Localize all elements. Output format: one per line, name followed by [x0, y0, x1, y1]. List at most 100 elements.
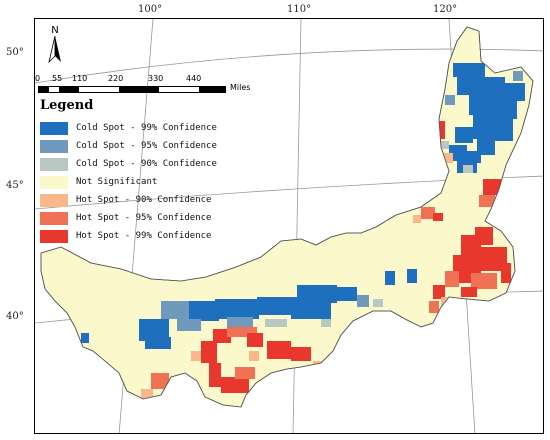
- legend-swatch: [40, 211, 68, 225]
- lon-label-110: 110°: [287, 4, 312, 15]
- hotspot-cell: [201, 341, 217, 363]
- hotspot-cell: [373, 299, 383, 307]
- hotspot-cell: [457, 77, 481, 95]
- hotspot-cell: [209, 363, 221, 387]
- hotspot-cell: [185, 301, 219, 321]
- hotspot-cell: [407, 269, 417, 283]
- scale-tick-55: 55: [52, 74, 63, 83]
- hotspot-cell: [483, 179, 501, 195]
- map-frame: [34, 18, 544, 434]
- hotspot-cell: [449, 145, 467, 161]
- legend-swatch: [40, 193, 68, 207]
- hotspot-cell: [439, 153, 453, 163]
- legend-item: Cold Spot - 99% Confidence: [40, 119, 250, 137]
- legend-swatch: [40, 139, 68, 153]
- scale-unit: Miles: [230, 83, 251, 92]
- hotspot-cell: [151, 373, 169, 389]
- lon-line-110: [292, 19, 302, 433]
- hotspot-cell: [235, 367, 255, 379]
- lon-label-120: 120°: [433, 4, 458, 15]
- scale-tick-330: 330: [148, 74, 164, 83]
- legend-label: Hot Spot - 90% Confidence: [76, 195, 212, 205]
- legend-swatch: [40, 175, 68, 189]
- legend-label: Not Significant: [76, 177, 158, 187]
- hotspot-cell: [191, 351, 201, 361]
- hotspot-cell: [469, 63, 485, 77]
- hotspot-cell: [385, 271, 395, 285]
- hotspot-cell: [81, 333, 89, 343]
- legend-items: Cold Spot - 99% Confidence Cold Spot - 95…: [40, 119, 250, 245]
- hotspot-cell: [331, 287, 357, 301]
- legend-label: Hot Spot - 95% Confidence: [76, 213, 212, 223]
- hotspot-cell: [433, 285, 445, 299]
- hotspot-cell: [177, 319, 201, 331]
- lat-label-45: 45°: [6, 180, 24, 191]
- legend-swatch: [40, 121, 68, 135]
- hotspot-cell: [473, 115, 495, 139]
- hotspot-cell: [139, 319, 169, 341]
- hotspot-cell: [463, 165, 473, 173]
- legend-label: Cold Spot - 90% Confidence: [76, 159, 217, 169]
- hotspot-cell: [321, 319, 331, 327]
- hotspot-cell: [501, 263, 511, 283]
- hotspot-cell: [477, 139, 495, 155]
- hotspot-cell: [249, 351, 259, 361]
- hotspot-cell: [169, 385, 185, 395]
- legend-item: Not Significant: [40, 173, 250, 191]
- north-label: N: [51, 25, 58, 36]
- hotspot-cell: [297, 285, 337, 303]
- legend-title: Legend: [40, 98, 94, 113]
- north-arrow: N: [44, 24, 66, 70]
- hotspot-cell: [445, 95, 455, 105]
- legend-label: Hot Spot - 99% Confidence: [76, 231, 212, 241]
- lat-label-40: 40°: [6, 311, 24, 322]
- hotspot-cell: [221, 377, 249, 393]
- hotspot-cell: [465, 151, 481, 163]
- legend-label: Cold Spot - 95% Confidence: [76, 141, 217, 151]
- hotspot-cell: [431, 121, 445, 139]
- hotspot-cell: [481, 77, 505, 97]
- hotspot-cell: [161, 301, 189, 319]
- region-outline: [40, 26, 534, 408]
- hotspot-cell: [247, 333, 263, 347]
- hotspot-cell: [501, 83, 525, 101]
- legend: Legend Cold Spot - 99% Confidence Cold Sp…: [40, 98, 250, 245]
- hotspot-cell: [413, 215, 421, 223]
- legend-label: Cold Spot - 99% Confidence: [76, 123, 217, 133]
- legend-swatch: [40, 157, 68, 171]
- hotspot-cell: [267, 341, 291, 359]
- hotspot-cell: [479, 195, 495, 207]
- lon-label-100: 100°: [138, 4, 163, 15]
- hotspot-cell: [493, 97, 517, 119]
- legend-item: Hot Spot - 90% Confidence: [40, 191, 250, 209]
- hotspot-cell: [265, 319, 287, 327]
- north-arrow-icon: N: [48, 25, 61, 64]
- hotspot-cell: [227, 317, 253, 327]
- hotspot-cell: [357, 295, 369, 307]
- scale-tick-110: 110: [72, 74, 88, 83]
- hotspot-cell: [257, 297, 297, 315]
- hotspot-cell: [291, 347, 311, 361]
- hotspot-cell: [433, 213, 443, 221]
- hotspot-cell: [213, 329, 231, 343]
- hotspot-cell: [475, 227, 493, 245]
- hotspot-cell: [455, 127, 473, 143]
- map-canvas: [35, 19, 543, 433]
- hotspot-cell: [513, 71, 523, 81]
- hotspot-cell: [461, 287, 477, 297]
- hotspot-cell: [421, 207, 435, 219]
- legend-item: Cold Spot - 95% Confidence: [40, 137, 250, 155]
- hotspot-cell: [445, 271, 459, 287]
- hotspot-cell: [141, 389, 153, 399]
- hotspot-cell: [469, 95, 493, 115]
- hotspot-cell: [417, 117, 431, 131]
- hotspot-cell: [145, 337, 171, 349]
- hotspot-cell: [411, 131, 425, 147]
- hotspot-cell: [227, 327, 257, 337]
- hotspot-cell: [429, 301, 439, 313]
- hotspot-cell: [427, 137, 439, 149]
- hotspot-cell: [291, 303, 331, 319]
- scale-bar-segments: [38, 86, 226, 93]
- lat-label-50: 50°: [6, 47, 24, 58]
